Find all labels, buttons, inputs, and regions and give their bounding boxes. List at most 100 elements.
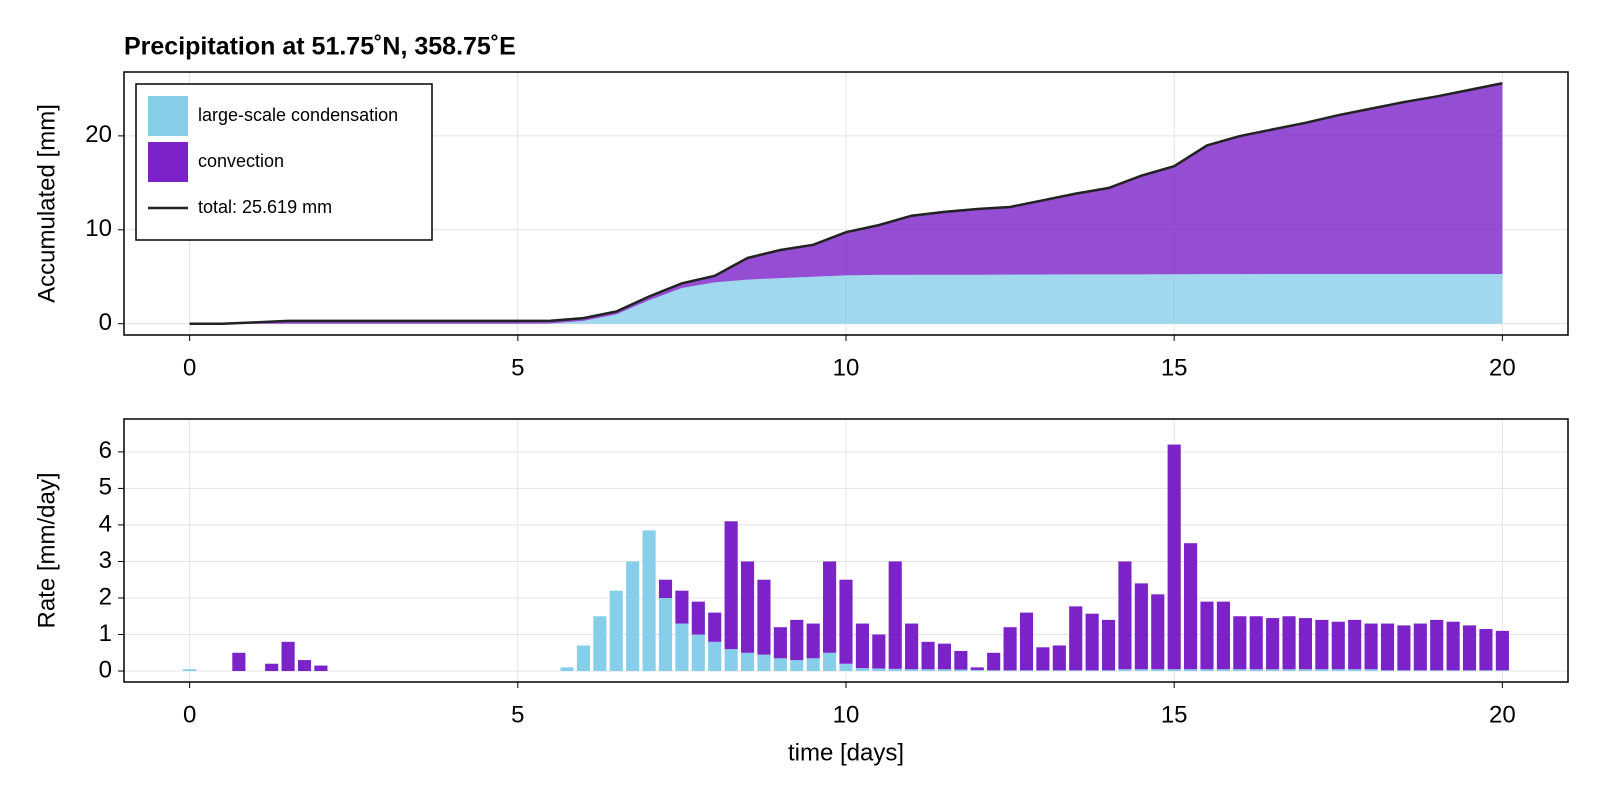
legend-swatch — [148, 142, 188, 182]
bar — [724, 649, 738, 672]
bar — [773, 627, 787, 659]
bar — [1249, 616, 1263, 670]
bar — [1479, 670, 1493, 672]
x-tick-label: 0 — [183, 354, 196, 381]
bar — [790, 660, 804, 672]
bar — [1118, 561, 1132, 670]
bar — [987, 652, 1001, 671]
bar — [1298, 669, 1313, 672]
bar — [1200, 669, 1214, 672]
bar — [1249, 669, 1263, 672]
bar — [708, 641, 722, 672]
bar — [658, 597, 673, 672]
plot: 0 5 10 15 20 0 1 2 3 4 5 6 — [99, 419, 1568, 728]
bar — [314, 665, 328, 672]
bar — [1413, 670, 1427, 672]
plot-frame — [123, 418, 1569, 683]
bar — [937, 643, 952, 670]
bar — [872, 668, 886, 672]
area — [189, 273, 1503, 324]
bar — [281, 641, 295, 672]
bar — [1298, 618, 1313, 670]
bar — [954, 650, 968, 670]
legend-label: total: 25.619 mm — [198, 197, 332, 217]
bar — [1364, 623, 1378, 670]
bar — [1036, 647, 1050, 671]
bar — [1118, 669, 1132, 672]
x-tick-label: 15 — [1161, 701, 1188, 728]
bar — [576, 645, 591, 672]
bar — [888, 561, 902, 669]
bar — [1413, 623, 1427, 671]
bar — [740, 652, 755, 672]
bar — [921, 641, 935, 670]
bar — [1101, 619, 1116, 671]
bar — [1233, 616, 1247, 670]
x-tick-label: 20 — [1489, 701, 1516, 728]
y-tick-label: 2 — [99, 583, 112, 610]
bar — [1184, 669, 1198, 672]
legend-label: convection — [198, 151, 284, 171]
y-tick-label: 6 — [99, 437, 112, 464]
bar — [1331, 669, 1345, 672]
y-tick-label: 5 — [99, 474, 112, 501]
x-tick-label: 0 — [183, 701, 196, 728]
bar — [1479, 629, 1493, 671]
bar — [806, 623, 820, 659]
bar — [626, 561, 640, 672]
bar — [1052, 645, 1066, 671]
bar — [593, 616, 607, 672]
bar — [183, 669, 197, 672]
area — [189, 83, 1503, 324]
bar — [1151, 669, 1165, 672]
bar — [297, 660, 312, 672]
bar — [1462, 625, 1477, 671]
bar — [970, 667, 984, 670]
bar — [872, 634, 886, 669]
bar — [1446, 621, 1460, 671]
bar — [708, 612, 722, 642]
y-tick-label: 0 — [99, 309, 112, 336]
x-tick-label: 10 — [833, 701, 860, 728]
bar — [954, 669, 968, 672]
legend-swatch — [148, 96, 188, 136]
x-axis-label: time [days] — [788, 739, 904, 766]
y-tick-label: 0 — [99, 656, 112, 683]
x-tick-label: 5 — [511, 701, 524, 728]
bar — [691, 601, 705, 635]
bar — [1430, 670, 1444, 672]
bar — [1397, 670, 1411, 672]
bar — [1495, 670, 1509, 672]
bar — [1282, 669, 1296, 672]
bar — [1036, 670, 1050, 672]
bar — [1134, 583, 1148, 670]
bar — [1019, 612, 1034, 671]
bar — [1167, 669, 1181, 672]
bar — [675, 623, 689, 672]
bar — [855, 623, 869, 669]
bar — [1364, 669, 1378, 672]
legend-label: large-scale condensation — [198, 105, 398, 125]
bar — [232, 652, 246, 672]
bar — [1151, 594, 1165, 670]
bar — [1184, 543, 1198, 670]
bar — [1266, 618, 1280, 670]
bar — [658, 579, 673, 598]
bar — [987, 670, 1001, 672]
bar — [1216, 601, 1230, 670]
bar — [1348, 669, 1362, 672]
bar — [888, 668, 902, 672]
bar — [1282, 616, 1296, 670]
bar — [1134, 669, 1148, 672]
y-tick-label: 10 — [85, 215, 112, 242]
bar — [1052, 670, 1066, 672]
x-tick-label: 20 — [1489, 354, 1516, 381]
bar — [1216, 669, 1230, 672]
bar — [1003, 670, 1017, 672]
x-tick-label: 10 — [833, 354, 860, 381]
y-tick-label: 4 — [99, 510, 112, 537]
bar — [1380, 670, 1395, 672]
bar — [609, 590, 623, 672]
bar — [1462, 670, 1477, 672]
